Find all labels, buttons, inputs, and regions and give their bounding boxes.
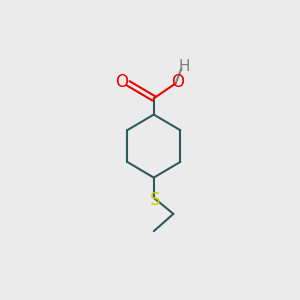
Text: S: S <box>149 190 160 208</box>
Text: O: O <box>171 73 184 91</box>
Text: O: O <box>116 73 128 91</box>
Text: H: H <box>178 58 190 74</box>
